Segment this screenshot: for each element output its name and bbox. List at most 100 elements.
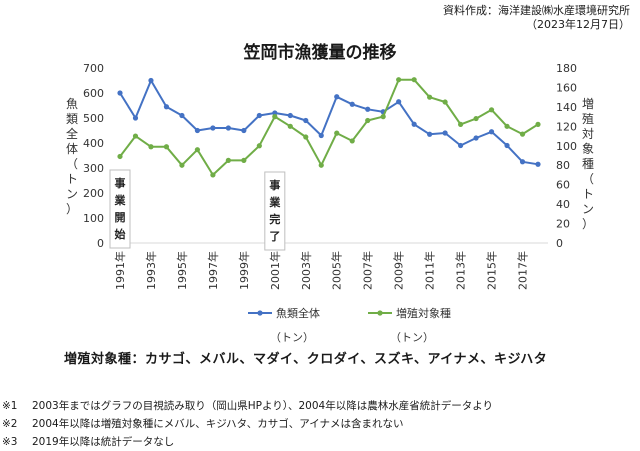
annotation-text: 事業完了: [268, 178, 281, 243]
y-right-tick-label: 180: [556, 62, 577, 75]
series-2-point: [272, 114, 278, 120]
series-1-point: [163, 104, 170, 110]
series-1-point: [179, 112, 185, 119]
footnote-text: 2003年まではグラフの目視読み取り（岡山県HPより）、2004年以降は農林水産…: [32, 400, 493, 412]
legend-unit-2: （トン）: [390, 331, 434, 344]
series-2-point: [148, 144, 154, 150]
series-2-point: [194, 147, 201, 153]
legend-unit-1: （トン）: [270, 331, 314, 344]
annotation-box: [264, 171, 286, 251]
annotation-text: 事業開始: [114, 176, 127, 241]
y-right-tick-label: 40: [556, 198, 570, 211]
footnote-1: ※1 2003年まではグラフの目視読み取り（岡山県HPより）、2004年以降は農林…: [2, 397, 493, 415]
footnote-text: 2019年以降は統計データなし: [32, 436, 175, 448]
series-2-point: [488, 107, 495, 113]
y-right-axis-label: 増殖対象種（トン）: [582, 97, 594, 231]
legend-marker-1: [257, 310, 263, 316]
series-2-point: [519, 131, 526, 137]
x-tick-label: 2013年: [454, 251, 468, 290]
legend-marker-2: [377, 310, 383, 316]
series-2-point: [457, 121, 464, 127]
source-author: 資料作成：海洋建設㈱水産環境研究所: [443, 4, 630, 17]
series-1-point: [535, 161, 541, 167]
y-right-tick-label: 80: [556, 159, 570, 172]
y-right-tick-label: 160: [556, 81, 577, 94]
x-tick-label: 2015年: [485, 251, 499, 290]
footnote-mark: ※2: [2, 418, 18, 430]
footnote-mark: ※1: [2, 400, 18, 412]
footnote-3: ※3 2019年以降は統計データなし: [2, 433, 493, 451]
y-right-tick-label: 100: [556, 140, 577, 153]
series-line-2: [119, 78, 539, 176]
series-2-point: [318, 162, 324, 168]
x-tick-label: 2011年: [423, 251, 437, 290]
series-1-point: [256, 112, 262, 119]
x-tick-label: 1993年: [144, 251, 158, 290]
legend-label-2: 増殖対象種: [396, 306, 451, 320]
series-1-point: [117, 90, 123, 96]
series-2-point: [442, 99, 448, 105]
x-tick-label: 2017年: [516, 251, 530, 290]
series-2-point: [365, 117, 371, 124]
series-2-point: [396, 77, 402, 83]
footnote-2: ※2 2004年以降は増殖対象種にメバル、キジハタ、カサゴ、アイナメは含まれない: [2, 415, 493, 433]
x-tick-label: 2007年: [361, 251, 375, 290]
series-2-point: [225, 157, 231, 163]
x-tick-label: 2009年: [392, 251, 406, 290]
y-right-tick-label: 140: [556, 101, 577, 114]
series-1-point: [427, 131, 433, 137]
series-1-point: [148, 77, 154, 84]
species-list: 増殖対象種：カサゴ、メバル、マダイ、クロダイ、スズキ、アイナメ、キジハタ: [64, 352, 548, 367]
series-1-point: [132, 115, 139, 121]
x-tick-label: 1997年: [206, 251, 220, 290]
y-left-tick-label: 0: [97, 237, 104, 250]
series-1-point: [411, 121, 417, 127]
series-2-point: [427, 94, 433, 100]
line-chart: 0 100 200 300 400 500 600 700 0 20 40 60 80 100 120 140…: [66, 62, 594, 344]
y-left-tick-label: 200: [83, 187, 104, 200]
series-2-point: [210, 172, 216, 178]
footnote-mark: ※3: [2, 436, 18, 448]
series-1-point: [365, 106, 371, 112]
series-2-point: [334, 130, 340, 136]
series-2-point: [256, 143, 262, 149]
series-1-point: [349, 101, 355, 107]
source-credit: 資料作成：海洋建設㈱水産環境研究所 （2023年12月7日）: [443, 4, 630, 32]
series-1-point: [519, 159, 526, 165]
series-1-point: [303, 117, 309, 124]
y-right-tick-label: 60: [556, 179, 570, 192]
series-2-point: [473, 115, 479, 122]
series-1-point: [194, 127, 201, 134]
x-tick-label: 2005年: [330, 251, 344, 290]
series-1-point: [272, 110, 278, 116]
series-1-point: [334, 94, 340, 100]
y-right-tick-label: 20: [556, 218, 570, 231]
series-2-point: [287, 123, 293, 129]
series-2-point: [504, 123, 510, 129]
footnotes: ※1 2003年まではグラフの目視読み取り（岡山県HPより）、2004年以降は農林…: [2, 397, 493, 451]
series-1-point: [488, 129, 495, 135]
series-1-point: [241, 127, 247, 134]
series-line-1: [119, 79, 539, 166]
series-2-point: [163, 144, 170, 150]
series-1-point: [318, 132, 324, 139]
series-1-point: [457, 142, 464, 149]
y-left-axis-label: 魚類全体（トン）: [66, 97, 78, 216]
series-1-point: [396, 99, 402, 105]
footnote-text: 2004年以降は増殖対象種にメバル、キジハタ、カサゴ、アイナメは含まれない: [32, 418, 404, 430]
y-left-tick-label: 600: [83, 87, 104, 100]
y-left-tick-label: 500: [83, 112, 104, 125]
series-2-point: [117, 153, 123, 160]
y-left-tick-label: 700: [83, 62, 104, 75]
legend-label-1: 魚類全体: [276, 306, 320, 320]
x-tick-label: 1991年: [113, 251, 127, 290]
y-left-tick-label: 100: [83, 212, 104, 225]
series-2-point: [535, 121, 541, 127]
y-right-tick-label: 0: [556, 237, 563, 250]
x-tick-label: 2003年: [299, 251, 313, 290]
series-2-point: [380, 114, 386, 120]
x-tick-label: 2001年: [268, 251, 282, 290]
source-date: （2023年12月7日）: [526, 18, 630, 31]
series-1-point: [210, 125, 216, 131]
series-2-point: [132, 133, 139, 139]
